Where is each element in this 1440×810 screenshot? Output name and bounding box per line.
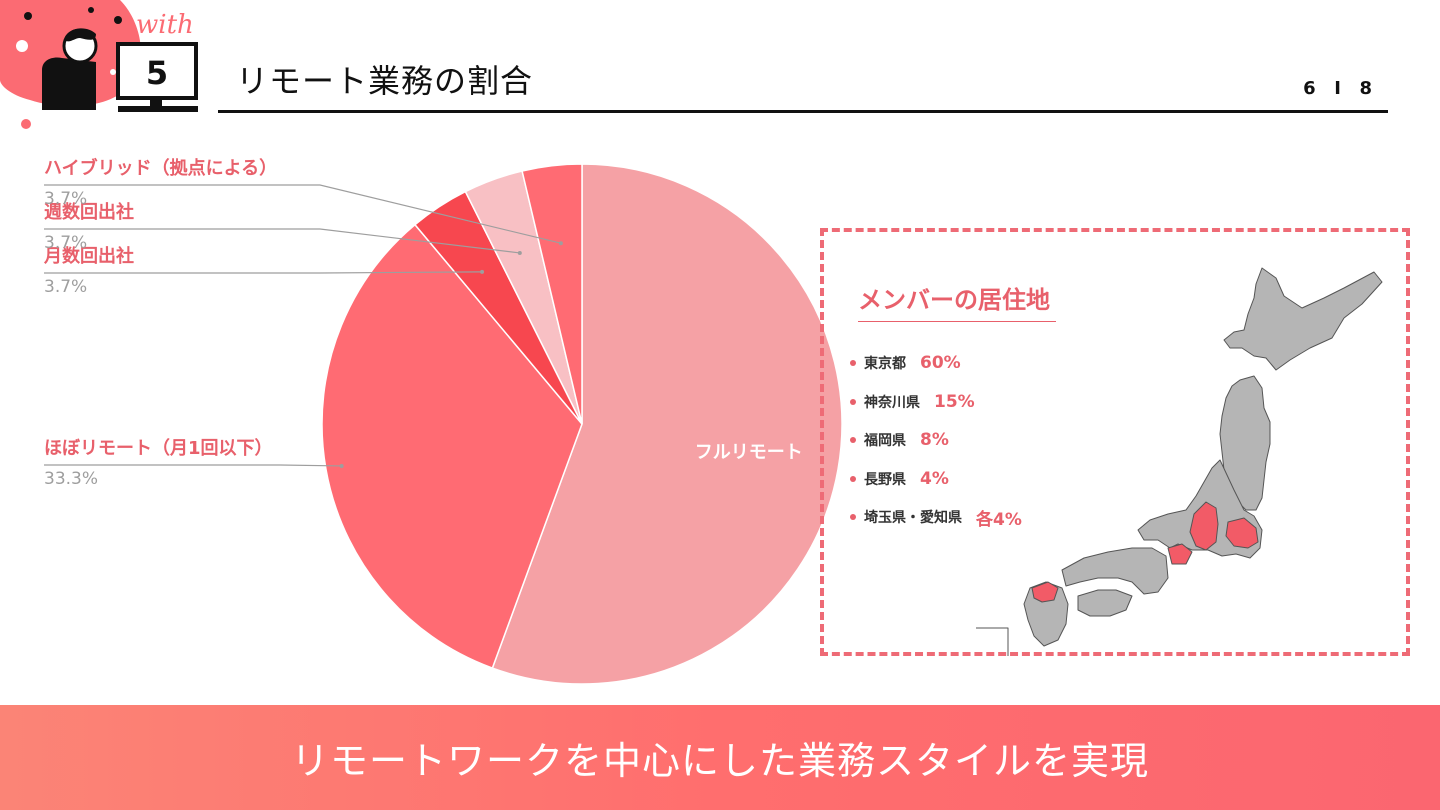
- bullet-dot: [850, 360, 856, 367]
- slice-label-value: 3.7%: [44, 189, 87, 209]
- slice-label-category: ハイブリッド（拠点による）: [44, 157, 277, 179]
- residence-item: 福岡県 8%: [850, 421, 1022, 460]
- bullet-dot: [850, 514, 856, 521]
- leader-dot: [480, 269, 485, 274]
- bullet-dot: [850, 437, 856, 444]
- pie-chart: フルリモートほぼリモート（月1回以下）33.3%月数回出社3.7%週数回出社3.…: [43, 157, 843, 685]
- page-current: 6: [1303, 78, 1318, 99]
- map-fukuoka: [1031, 581, 1059, 603]
- slice-label-value: 3.7%: [44, 233, 87, 253]
- prefecture-name: 長野県: [864, 471, 906, 488]
- map-nagano: [1189, 501, 1219, 551]
- map-hokkaido: [1223, 267, 1383, 371]
- prefecture-percent: 8%: [920, 430, 949, 451]
- footer-banner: リモートワークを中心にした業務スタイルを実現: [0, 705, 1440, 810]
- slice-label-category: ほぼリモート（月1回以下）: [44, 438, 273, 459]
- residence-list: 東京都 60% 神奈川県 15% 福岡県 8% 長野県 4% 埼玉県・愛知県 各4%: [850, 344, 1022, 537]
- footer-message: リモートワークを中心にした業務スタイルを実現: [290, 739, 1149, 783]
- logo-number: 5: [146, 54, 168, 92]
- leader-line: [44, 464, 342, 467]
- page-total: 8: [1359, 78, 1374, 99]
- page-separator: I: [1325, 78, 1352, 99]
- prefecture-percent: 4%: [920, 468, 949, 489]
- prefecture-name: 東京都: [864, 356, 906, 373]
- map-shikoku: [1077, 589, 1133, 617]
- leader-dot: [339, 463, 344, 468]
- leader-line: [44, 184, 562, 244]
- pie-slice: [321, 223, 583, 670]
- prefecture-percent: 15%: [934, 391, 975, 412]
- with-logo: with 5: [0, 0, 198, 129]
- title-underline: [218, 110, 1388, 113]
- page-title: リモート業務の割合: [236, 62, 534, 100]
- leader-dot: [517, 250, 522, 255]
- pie-slice: [491, 163, 843, 685]
- residence-item: 神奈川県 15%: [850, 383, 1022, 422]
- slice-label-value: 33.3%: [44, 469, 98, 489]
- residence-title: メンバーの居住地: [858, 280, 1056, 322]
- slice-label-category: 週数回出社: [44, 201, 134, 223]
- bullet-dot: [850, 475, 856, 482]
- residence-item: 東京都 60%: [850, 344, 1022, 383]
- leader-line: [44, 271, 483, 274]
- bullet-dot: [850, 398, 856, 405]
- pie-slice: [521, 163, 583, 425]
- residence-item: 埼玉県・愛知県 各4%: [850, 498, 1022, 537]
- map-kinki-chugoku: [1061, 547, 1169, 595]
- prefecture-name: 神奈川県: [864, 394, 920, 411]
- page-indicator: 6 I 8: [1303, 78, 1374, 99]
- map-okinawa-inset: [976, 627, 1009, 656]
- prefecture-percent: 60%: [920, 353, 961, 374]
- residence-panel: メンバーの居住地 東京都 60% 神奈川県 15% 福岡県 8% 長野県 4% 埼玉県・…: [820, 228, 1410, 656]
- prefecture-name: 埼玉県・愛知県: [864, 510, 962, 527]
- map-aichi: [1167, 543, 1193, 565]
- slice-label-category: 月数回出社: [43, 245, 134, 267]
- map-tohoku: [1219, 375, 1271, 511]
- slice-label-value: 3.7%: [44, 277, 87, 297]
- prefecture-name: 福岡県: [864, 433, 906, 450]
- slice-label-inside: フルリモート: [695, 442, 803, 463]
- leader-dot: [558, 241, 563, 246]
- japan-map: [976, 267, 1383, 656]
- logo-word: with: [136, 10, 194, 40]
- leader-line: [44, 228, 520, 254]
- prefecture-percent: 各4%: [976, 509, 1022, 530]
- residence-item: 長野県 4%: [850, 460, 1022, 499]
- map-kanto-highlight: [1225, 517, 1259, 549]
